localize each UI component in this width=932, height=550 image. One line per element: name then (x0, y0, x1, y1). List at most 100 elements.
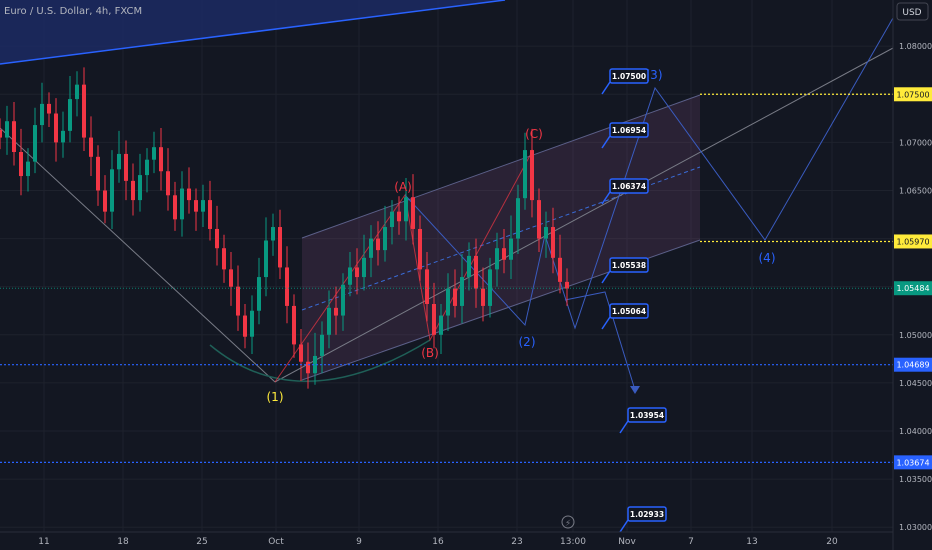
candle (369, 225, 373, 278)
wave-label-1: (1) (267, 390, 284, 404)
price-tag: 1.05970 (894, 234, 932, 249)
candle (194, 188, 198, 231)
candle (355, 248, 359, 295)
candle (103, 175, 107, 224)
candle (40, 82, 44, 143)
events-icon[interactable] (561, 515, 575, 529)
candle (117, 130, 121, 183)
bearish-projection-path (564, 291, 636, 391)
candle (145, 148, 149, 193)
blue-channel-line (0, 0, 506, 65)
svg-text:1.06954: 1.06954 (612, 126, 646, 135)
candle (397, 196, 401, 235)
price-tag: 1.07500 (894, 87, 932, 102)
time-tick-label: 9 (356, 537, 362, 547)
candles-group (0, 67, 569, 389)
time-tick-label: 18 (117, 537, 129, 547)
candle (439, 304, 443, 355)
candle (222, 234, 226, 283)
price-tick-label: 1.03000 (899, 523, 932, 532)
projection-arrow-head (630, 386, 640, 394)
price-tag: 1.03674 (894, 455, 932, 470)
time-axis[interactable]: 11 18 25 Oct 9 16 23 13:00 Nov 7 13 20 (38, 537, 838, 547)
candle (124, 140, 128, 201)
svg-text:1.05538: 1.05538 (612, 261, 646, 270)
level-lines (0, 93, 893, 463)
candle (96, 145, 100, 206)
candle (89, 116, 93, 177)
wave-label-2: (2) (519, 335, 536, 349)
candle (257, 257, 261, 325)
time-tick-label: Nov (618, 537, 636, 547)
candle (47, 92, 51, 127)
target-callouts: 1.07500 1.06954 1.06374 1.05538 1.05064 1.039… (601, 68, 667, 533)
currency-button-label[interactable]: USD (902, 8, 921, 18)
ascending-trendline (274, 47, 893, 383)
price-tick-label: 1.04500 (899, 379, 932, 388)
candle (411, 174, 415, 245)
svg-text:1.07500: 1.07500 (612, 72, 646, 81)
time-tick-label: 16 (432, 537, 444, 547)
candle (138, 153, 142, 212)
candle (565, 268, 569, 306)
symbol-title: Euro / U.S. Dollar, 4h, FXCM (4, 6, 142, 17)
time-tick-label: 13:00 (560, 537, 586, 547)
target-callout: 1.03954 (619, 407, 667, 434)
candle (313, 332, 317, 385)
rounding-bottom-arc (209, 339, 431, 382)
price-tick-label: 1.08000 (899, 42, 932, 51)
candle (551, 207, 555, 274)
candle (327, 290, 331, 349)
candle (180, 171, 184, 237)
candle (418, 215, 422, 281)
price-tick-label: 1.06500 (899, 186, 932, 195)
candle (348, 252, 352, 297)
candle (166, 148, 170, 211)
svg-text:1.05064: 1.05064 (612, 307, 646, 316)
candle (19, 128, 23, 196)
time-tick-label: 7 (688, 537, 694, 547)
target-callout: 1.05064 (601, 303, 649, 330)
price-tag: 1.04689 (894, 357, 932, 372)
currency-button[interactable] (896, 2, 929, 21)
candle (215, 205, 219, 266)
candle (446, 273, 450, 331)
candle (264, 217, 268, 297)
price-tick-label: 1.04000 (899, 427, 932, 436)
candle (0, 118, 2, 150)
candle (201, 184, 205, 228)
candle (509, 215, 513, 279)
elliott-projection-path (404, 17, 893, 330)
candle (236, 265, 240, 331)
candle (425, 252, 429, 322)
candle (208, 180, 212, 241)
svg-text:1.03954: 1.03954 (630, 411, 664, 420)
candle (292, 294, 296, 358)
time-tick-label: 13 (746, 537, 757, 547)
time-tick-label: Oct (268, 537, 284, 547)
candle (530, 128, 534, 218)
price-tick-label: 1.05000 (899, 331, 932, 340)
svg-text:1.04689: 1.04689 (896, 361, 929, 370)
wave-label-b: (B) (421, 346, 439, 360)
candle (299, 329, 303, 381)
candle (159, 127, 163, 191)
candle (306, 342, 310, 389)
candle (362, 234, 366, 291)
candle (495, 232, 499, 287)
candle (376, 221, 380, 266)
candle (474, 238, 478, 308)
target-callout: 1.06374 (601, 178, 649, 205)
candle (110, 150, 114, 229)
candle (152, 131, 156, 174)
candle (5, 105, 9, 155)
candle (432, 282, 436, 349)
candle (544, 211, 548, 258)
candle (467, 242, 471, 291)
candle (250, 295, 254, 355)
price-tick-label: 1.07000 (899, 138, 932, 147)
candle (334, 286, 338, 335)
candle (68, 76, 72, 143)
time-tick-label: 25 (196, 537, 207, 547)
